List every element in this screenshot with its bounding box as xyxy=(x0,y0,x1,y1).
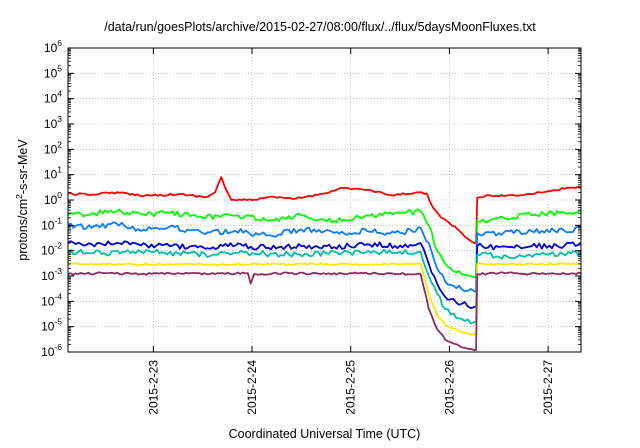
y-tick-exponent: 1 xyxy=(57,165,62,175)
y-tick-label: 101 xyxy=(44,165,62,182)
x-axis: 2015-2-23 2015-2-24 2015-2-25 2015-2-26 2015… xyxy=(146,48,555,415)
y-tick-base: 10 xyxy=(41,269,55,283)
y-tick-label: 10-3 xyxy=(41,266,62,283)
y-tick-exponent: -1 xyxy=(54,215,62,225)
series-line-6 xyxy=(67,262,582,336)
y-tick-base: 10 xyxy=(44,142,58,156)
y-tick-base: 10 xyxy=(44,66,58,80)
series-line-5 xyxy=(67,248,582,325)
series-line-3 xyxy=(67,221,582,293)
series-group xyxy=(67,176,582,351)
grid xyxy=(68,48,581,352)
y-tick-label: 100 xyxy=(44,190,62,207)
y-tick-base: 10 xyxy=(41,218,55,232)
x-tick-label: 2015-2-23 xyxy=(146,360,160,415)
x-axis-label: Coordinated Universal Time (UTC) xyxy=(228,427,421,441)
y-tick-exponent: 3 xyxy=(57,114,62,124)
y-tick-label: 105 xyxy=(44,63,62,80)
x-tick-label: 2015-2-25 xyxy=(344,360,358,415)
series-line-1 xyxy=(67,176,582,244)
y-tick-label: 104 xyxy=(44,89,62,106)
y-tick-exponent: 4 xyxy=(57,89,62,99)
y-tick-label: 102 xyxy=(44,139,62,156)
chart-title: /data/run/goesPlots/archive/2015-02-27/0… xyxy=(104,20,536,34)
y-tick-label: 10-2 xyxy=(41,241,62,258)
y-tick-label: 103 xyxy=(44,114,62,131)
y-tick-base: 10 xyxy=(41,244,55,258)
y-tick-label: 10-5 xyxy=(41,317,62,334)
y-tick-exponent: 6 xyxy=(57,38,62,48)
y-tick-base: 10 xyxy=(41,294,55,308)
y-tick-base: 10 xyxy=(41,320,55,334)
y-tick-label: 10-1 xyxy=(41,215,62,232)
y-tick-exponent: -3 xyxy=(54,266,62,276)
y-tick-exponent: 5 xyxy=(57,63,62,73)
y-tick-base: 10 xyxy=(44,92,58,106)
y-tick-exponent: -6 xyxy=(54,342,62,352)
y-tick-label: 106 xyxy=(44,38,62,55)
y-tick-base: 10 xyxy=(44,168,58,182)
x-tick-label: 2015-2-24 xyxy=(245,360,259,415)
x-tick-label: 2015-2-26 xyxy=(442,360,456,415)
y-tick-base: 10 xyxy=(44,41,58,55)
y-tick-exponent: 0 xyxy=(57,190,62,200)
series-line-2 xyxy=(67,208,582,279)
plot-frame xyxy=(67,47,582,353)
y-tick-exponent: -2 xyxy=(54,241,62,251)
y-tick-exponent: -4 xyxy=(54,291,62,301)
y-tick-base: 10 xyxy=(44,117,58,131)
x-tick-label: 2015-2-27 xyxy=(541,360,555,415)
series-line-7 xyxy=(67,271,582,351)
y-tick-base: 10 xyxy=(41,345,55,359)
series-line-4 xyxy=(67,240,582,310)
y-tick-exponent: 2 xyxy=(57,139,62,149)
y-axis: 10-610-510-410-310-210-11001011021031041… xyxy=(41,38,581,359)
y-tick-label: 10-4 xyxy=(41,291,62,308)
y-tick-exponent: -5 xyxy=(54,317,62,327)
y-tick-label: 10-6 xyxy=(41,342,62,359)
y-tick-base: 10 xyxy=(44,193,58,207)
